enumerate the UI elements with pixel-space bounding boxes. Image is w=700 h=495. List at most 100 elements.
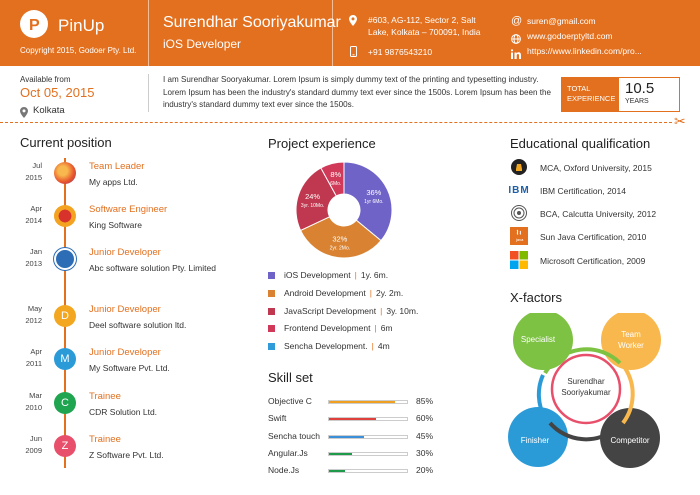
cycle-arrow [548, 421, 619, 442]
competitor-label: Competitor [610, 436, 650, 445]
timeline-year: 2015 [25, 173, 42, 182]
timeline-year: 2009 [25, 446, 42, 455]
timeline-month: Mar [29, 391, 42, 400]
legend-separator: | [369, 288, 372, 298]
company-avatar: C [54, 392, 76, 414]
summary-divider [148, 74, 149, 112]
position-title: Junior Developer [89, 347, 161, 358]
timeline-month: Apr [30, 204, 42, 213]
oxford-icon [510, 158, 528, 176]
education-item: MCA, Oxford University, 2015 [540, 163, 652, 173]
phone-icon [350, 46, 357, 60]
skill-bar-fill [329, 436, 365, 438]
experience-value: 10.5 [625, 80, 655, 97]
position-title: Trainee [89, 391, 121, 402]
website-link[interactable]: www.godoerptyltd.com [527, 31, 613, 41]
x-factors-title: X-factors [510, 290, 563, 305]
legend-name: JavaScript Development [284, 306, 377, 316]
legend-duration: 6m [380, 323, 393, 333]
company-avatar: D [54, 305, 76, 327]
location-pin-icon [20, 105, 28, 123]
available-label: Available from [20, 75, 71, 84]
legend-item: Android Development | 2y. 2m. [284, 288, 403, 298]
timeline-month: May [27, 304, 42, 313]
timeline-year: 2013 [25, 259, 42, 268]
specialist-label: Specialist [520, 335, 556, 344]
competitor-bubble [600, 408, 660, 468]
university-seal-icon [510, 204, 528, 222]
skill-percent: 30% [416, 448, 434, 458]
email-link[interactable]: suren@gmail.com [527, 16, 596, 26]
linkedin-icon [510, 46, 521, 64]
linkedin-link[interactable]: https://www.linkedin.com/pro... [527, 46, 642, 56]
company-avatar-letter: M [60, 353, 70, 365]
legend-separator: | [371, 341, 374, 351]
company-avatar-letter: D [61, 310, 69, 322]
team-worker-label: Team Worker [618, 330, 644, 350]
timeline-year: 2014 [25, 216, 42, 225]
dashed-cut-line [0, 122, 672, 123]
center-name: Surendhar Sooriyakumar [561, 377, 611, 397]
cycle-arrow [543, 347, 622, 375]
address-line-1: #603, AG-112, Sector 2, Salt [368, 15, 476, 25]
pinup-logo-icon: P [20, 10, 48, 38]
skill-name: Node.Js [268, 465, 300, 475]
center-bubble [550, 353, 622, 425]
legend-duration: 3y. 10m. [386, 306, 419, 316]
timeline-year: 2012 [25, 316, 42, 325]
pie-slice [295, 167, 337, 232]
skill-name: Objective C [268, 396, 312, 406]
location-pin-icon [349, 15, 357, 29]
pie-slice-percent: 8% [330, 170, 341, 179]
legend-separator: | [354, 270, 357, 280]
pie-slice-duration: 2yr. 2Mo. [330, 246, 351, 252]
ibm-logo: IBM [508, 181, 528, 199]
skill-percent: 60% [416, 413, 434, 423]
pie-slice [299, 216, 382, 259]
cycle-arrow [536, 374, 547, 419]
education-item: Sun Java Certification, 2010 [540, 232, 647, 242]
timeline-month: Jul [32, 161, 42, 170]
pie-slice-percent: 32% [332, 235, 347, 244]
microsoft-logo [510, 251, 528, 269]
company-name: Deel software solution ltd. [89, 320, 187, 330]
position-title: Trainee [89, 434, 121, 445]
legend-swatch [268, 308, 275, 315]
pie-slice [320, 161, 345, 197]
project-experience-title: Project experience [268, 136, 376, 151]
position-title: Team Leader [89, 161, 145, 172]
pie-slice-duration: 1yr 6Mo. [364, 199, 383, 205]
education-item: IBM Certification, 2014 [540, 186, 626, 196]
skill-bar [328, 417, 408, 421]
about-text: I am Surendhar Sooryakumar. Lorem Ipsum … [163, 75, 552, 109]
scissors-icon: ✂ [674, 113, 686, 129]
legend-name: Frontend Development [284, 323, 371, 333]
skill-bar [328, 435, 408, 439]
x-factors-diagram [508, 313, 661, 468]
legend-swatch [268, 343, 275, 350]
globe-icon [511, 31, 521, 49]
education-item: Microsoft Certification, 2009 [540, 256, 646, 266]
position-title: Junior Developer [89, 247, 161, 258]
company-avatar: Z [54, 435, 76, 457]
skill-set-title: Skill set [268, 370, 313, 385]
skill-percent: 20% [416, 465, 434, 475]
position-title: Junior Developer [89, 304, 161, 315]
phone-number: +91 9876543210 [368, 47, 433, 57]
legend-separator: | [380, 306, 383, 316]
timeline-year: 2010 [25, 403, 42, 412]
candidate-name: Surendhar Sooriyakumar [163, 14, 341, 31]
java-logo-text: java [516, 237, 524, 242]
candidate-role: iOS Developer [163, 37, 242, 51]
at-icon: @ [511, 15, 523, 27]
company-name: Z Software Pvt. Ltd. [89, 450, 164, 460]
pie-slice-duration: 6Mo. [330, 181, 341, 187]
experience-label-line-1: TOTAL [567, 84, 591, 93]
timeline-month: Jan [29, 247, 42, 256]
position-title: Software Engineer [89, 204, 168, 215]
experience-unit: YEARS [625, 98, 649, 105]
experience-label: TOTAL EXPERIENCE [562, 78, 619, 111]
cycle-arrow [621, 366, 635, 425]
copyright: Copyright 2015, Godoer Pty. Ltd. [20, 46, 137, 55]
skill-bar-fill [329, 418, 376, 420]
